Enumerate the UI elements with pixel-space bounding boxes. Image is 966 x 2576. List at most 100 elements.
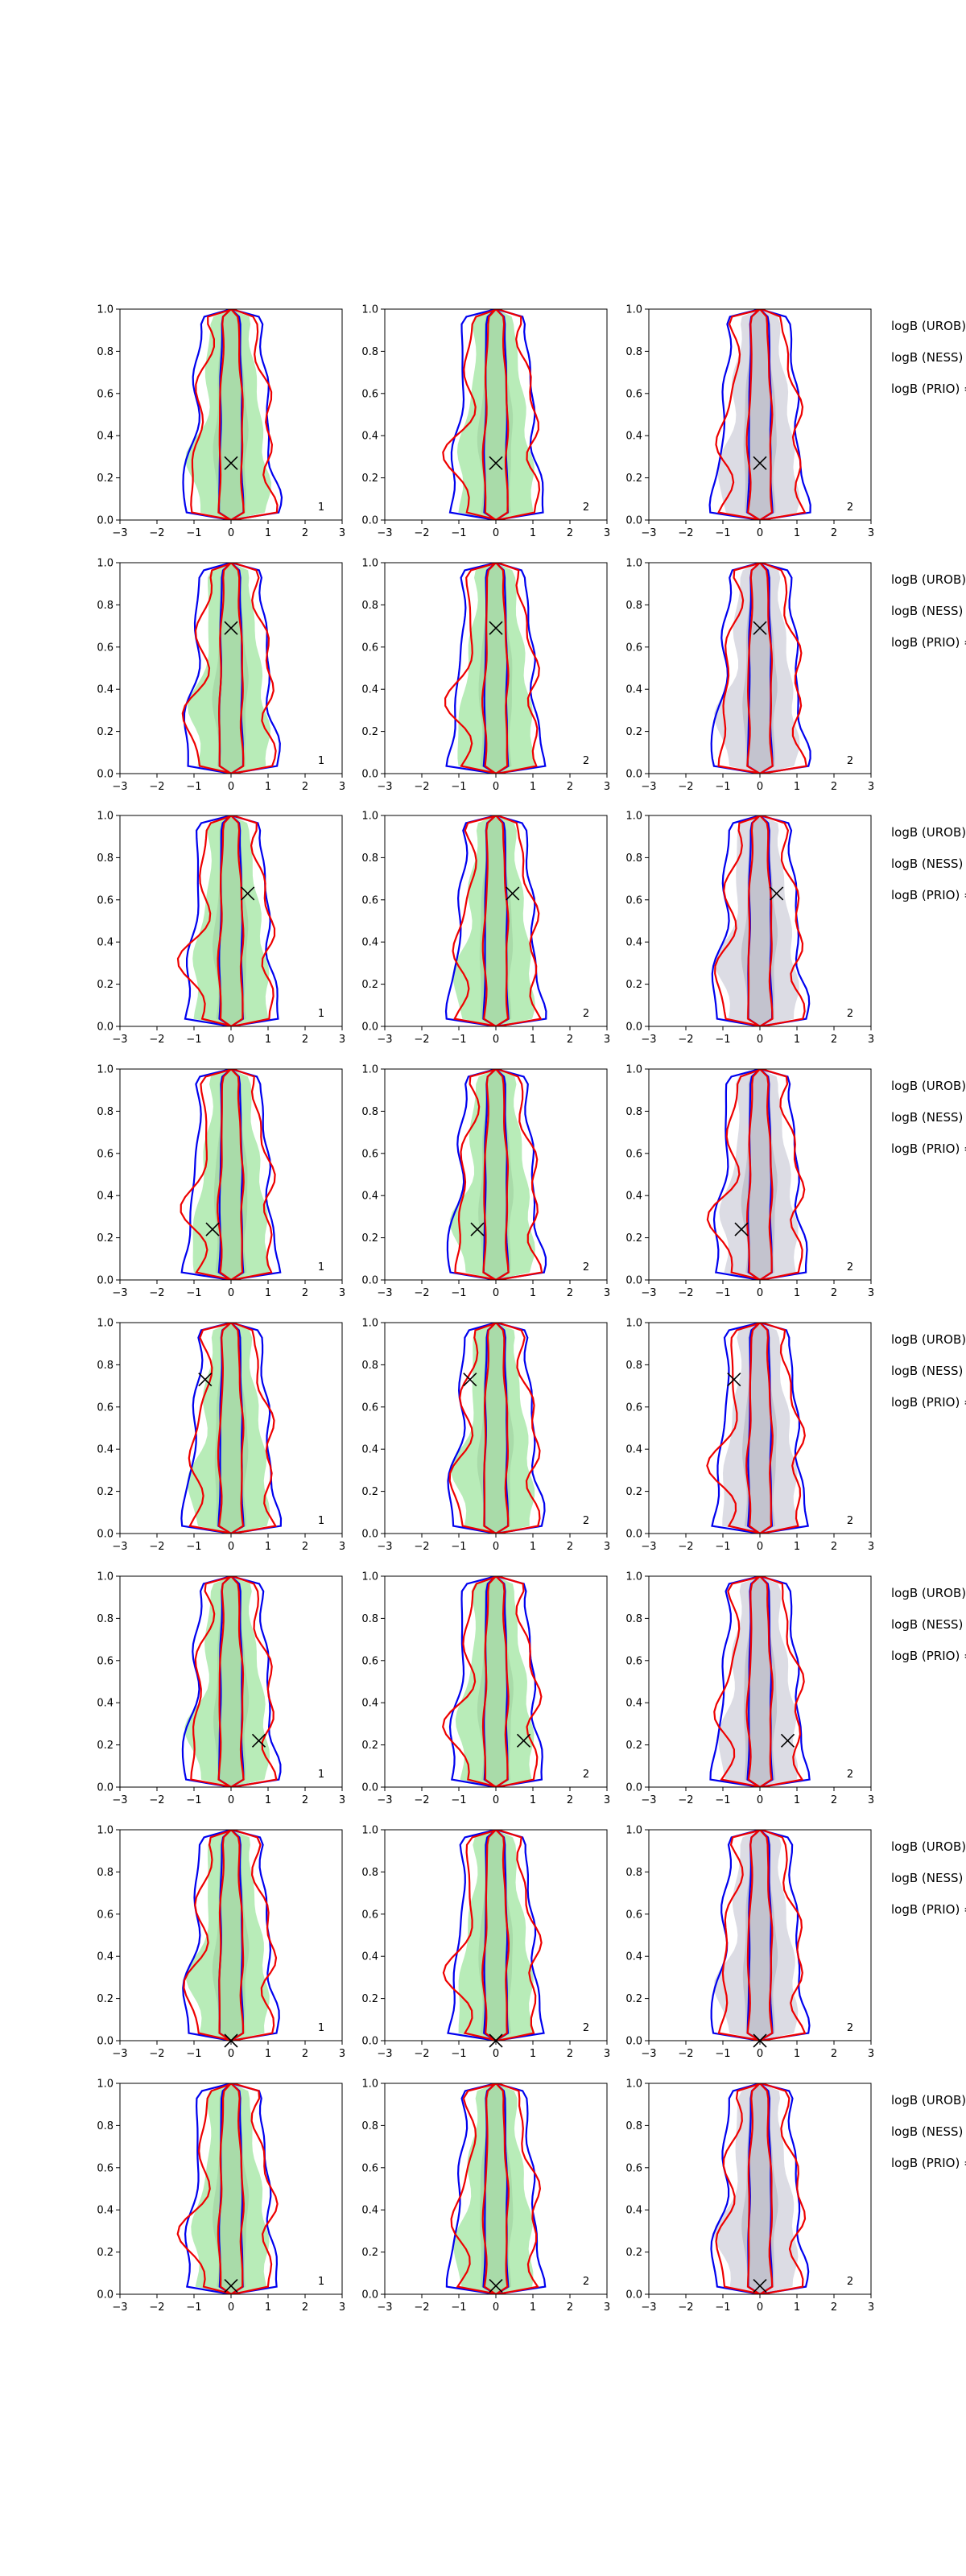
logb-text: logB (PRIO) =	[891, 2156, 966, 2170]
x-tick-label: 3	[868, 2048, 874, 2060]
x-tick-label: 1	[265, 1287, 271, 1299]
x-tick-label: −2	[414, 781, 429, 793]
x-tick-label: 2	[302, 1287, 308, 1299]
x-tick-label: 1	[530, 1287, 536, 1299]
x-tick-label: −1	[451, 1287, 466, 1299]
panel-id-label: 1	[318, 1515, 324, 1527]
truth-marker	[727, 1373, 741, 1387]
y-tick-label: 0.0	[97, 1529, 114, 1541]
red-contour-inner	[483, 1323, 510, 1534]
x-tick-label: 2	[831, 1541, 837, 1553]
red-contour-inner	[481, 815, 510, 1026]
y-tick-label: 0.8	[625, 1360, 642, 1372]
blue-contour-outer	[711, 815, 811, 1026]
y-tick-label: 0.4	[625, 2205, 642, 2217]
truth-marker	[205, 1222, 220, 1236]
x-tick-label: −2	[414, 1541, 429, 1553]
logb-text: logB (NESS) =	[891, 350, 966, 365]
x-tick-label: 1	[794, 527, 800, 539]
truth-marker	[506, 886, 520, 901]
y-tick-label: 1.0	[97, 304, 114, 316]
x-tick-label: 0	[493, 2048, 499, 2060]
panel-id-label: 2	[847, 1008, 853, 1020]
red-contour-inner	[746, 2083, 774, 2294]
blue-contour-outer	[710, 2083, 810, 2294]
y-tick-label: 0.8	[361, 1867, 378, 1879]
logb-text: logB (UROB) =	[891, 1586, 966, 1600]
y-tick-label: 0.2	[625, 2247, 642, 2259]
panel-id-label: 2	[583, 2022, 589, 2034]
y-tick-label: 1.0	[97, 2079, 114, 2091]
y-tick-label: 0.6	[361, 1148, 378, 1160]
x-tick-label: −3	[377, 781, 392, 793]
x-tick-label: 0	[228, 2301, 234, 2314]
x-tick-label: 0	[493, 1794, 499, 1806]
y-tick-label: 0.6	[625, 1909, 642, 1921]
y-tick-label: 1.0	[361, 1318, 378, 1330]
red-contour-outer	[454, 1069, 543, 1280]
panel-r5-c2: −3 −2 −1 0 1 2 3 0.0 0.2 0.4 0.6 0.8 1.0 2	[361, 1318, 610, 1554]
x-tick-label: 1	[530, 1541, 536, 1553]
panel-r1-c1: −3 −2 −1 0 1 2 3 0.0 0.2 0.4 0.6 0.8 1.0 1	[97, 304, 345, 540]
x-tick-label: −3	[377, 1541, 392, 1553]
blue-contour-outer	[710, 563, 811, 774]
y-tick-label: 0.0	[361, 2289, 378, 2301]
red-contour-inner	[481, 309, 510, 520]
red-contour-outer	[714, 815, 806, 1026]
y-tick-label: 0.6	[97, 388, 114, 400]
logb-text: logB (UROB) =	[891, 1332, 966, 1347]
x-tick-label: −3	[641, 1287, 656, 1299]
panel-r3-c2: −3 −2 −1 0 1 2 3 0.0 0.2 0.4 0.6 0.8 1.0 2	[361, 811, 610, 1046]
y-tick-label: 0.2	[97, 1993, 114, 2005]
blue-contour-outer	[181, 1576, 282, 1787]
x-tick-label: −3	[641, 2048, 656, 2060]
logb-text: logB (UROB) =	[891, 1079, 966, 1093]
x-tick-label: 3	[868, 1287, 874, 1299]
y-tick-label: 0.8	[361, 1613, 378, 1625]
y-tick-label: 0.4	[97, 937, 114, 949]
red-contour-outer	[176, 815, 276, 1026]
y-tick-label: 0.2	[97, 1232, 114, 1245]
x-tick-label: −2	[414, 527, 429, 539]
x-tick-label: −1	[451, 1794, 466, 1806]
x-tick-label: −1	[715, 781, 730, 793]
truth-marker	[241, 886, 255, 901]
panel-r5-c3: −3 −2 −1 0 1 2 3 0.0 0.2 0.4 0.6 0.8 1.0 2	[625, 1318, 874, 1554]
x-tick-label: −1	[186, 1794, 201, 1806]
red-contour-outer	[188, 1323, 278, 1534]
y-tick-label: 0.2	[625, 1993, 642, 2005]
x-tick-label: 0	[757, 781, 763, 793]
x-tick-label: 3	[604, 527, 610, 539]
y-tick-label: 0.4	[625, 1698, 642, 1710]
x-tick-label: 3	[604, 781, 610, 793]
x-tick-label: −1	[451, 781, 466, 793]
y-tick-label: 1.0	[361, 811, 378, 823]
y-tick-label: 0.6	[97, 642, 114, 654]
y-tick-label: 0.4	[361, 2205, 378, 2217]
y-tick-label: 0.4	[361, 1951, 378, 1963]
red-contour-inner	[218, 1830, 245, 2041]
y-tick-label: 0.4	[97, 431, 114, 443]
red-contour-inner	[745, 1576, 774, 1787]
x-tick-label: 2	[567, 1541, 573, 1553]
y-tick-label: 0.0	[97, 769, 114, 781]
x-tick-label: 3	[339, 527, 345, 539]
y-tick-label: 1.0	[625, 1571, 642, 1583]
red-contour-outer	[444, 563, 540, 774]
x-tick-label: −2	[149, 1794, 164, 1806]
y-tick-label: 0.8	[361, 600, 378, 612]
y-tick-label: 0.8	[97, 1106, 114, 1118]
blue-contour-outer	[184, 815, 279, 1026]
x-tick-label: 2	[302, 2048, 308, 2060]
y-tick-label: 0.4	[625, 431, 642, 443]
y-tick-label: 1.0	[97, 1318, 114, 1330]
panel-id-label: 2	[583, 1008, 589, 1020]
x-tick-label: −2	[414, 1034, 429, 1046]
blue-contour-outer	[447, 1830, 545, 2041]
y-tick-label: 0.6	[361, 1655, 378, 1667]
red-contour-inner	[481, 1576, 510, 1787]
x-tick-label: 0	[493, 2301, 499, 2314]
y-tick-label: 1.0	[361, 1064, 378, 1076]
y-tick-label: 1.0	[97, 1064, 114, 1076]
x-tick-label: 1	[530, 527, 536, 539]
